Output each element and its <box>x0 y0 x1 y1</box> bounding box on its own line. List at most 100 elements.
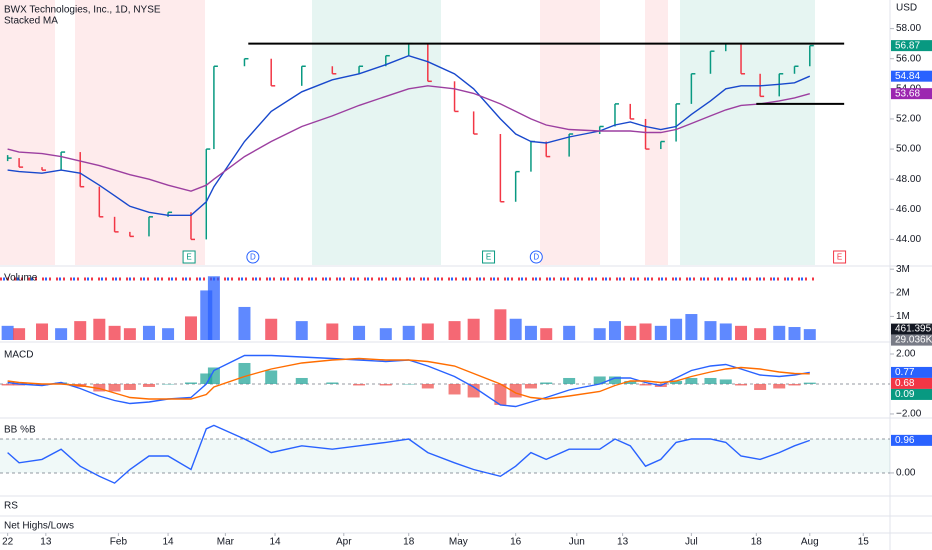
volume-bar <box>74 321 87 340</box>
band-fill <box>0 439 890 473</box>
volume-bar <box>608 321 621 340</box>
x-tick-label: 14 <box>269 537 281 548</box>
y-tick-label: 48.00 <box>896 174 921 185</box>
histogram-bar <box>142 383 155 387</box>
y-tick-label: −2.00 <box>896 409 922 420</box>
price-marker <box>891 70 932 82</box>
pane-title: Volume <box>4 273 38 284</box>
bear-zone <box>75 0 205 265</box>
volume-bar <box>670 318 683 340</box>
histogram-bar <box>184 382 197 384</box>
event-badge <box>482 250 496 264</box>
pane-subtitle: Stacked MA <box>4 16 58 27</box>
volume-bar <box>540 328 553 340</box>
x-tick-label: 18 <box>751 537 763 548</box>
histogram-bar <box>494 383 507 405</box>
session-shading <box>0 0 815 265</box>
histogram-bar <box>238 362 251 384</box>
histogram-bar <box>754 383 767 390</box>
histogram-bar <box>421 383 434 389</box>
volume-bar <box>754 328 767 340</box>
volume-bar <box>93 318 106 340</box>
y-tick-label: 46.00 <box>896 204 921 215</box>
price-marker-label: 461.395K <box>895 324 932 335</box>
price-marker-label: 0.77 <box>895 367 915 378</box>
volume-bar <box>379 328 392 340</box>
volume-bar <box>448 321 461 340</box>
event-badge <box>833 250 847 264</box>
histogram-bar <box>1 383 14 386</box>
histogram-bar <box>162 383 175 385</box>
volume-bar <box>123 328 136 340</box>
pane-title: BWX Technologies, Inc., 1D, NYSE <box>4 5 161 16</box>
bull-zone <box>680 0 815 265</box>
histogram-bar <box>448 383 461 395</box>
volume-bar <box>326 323 339 340</box>
pane-title: BB %B <box>4 425 36 436</box>
histogram-bar <box>624 380 637 384</box>
volume-bar <box>773 325 786 340</box>
price-marker <box>891 377 932 389</box>
histogram-bar <box>524 383 537 389</box>
y-tick-label: 56.00 <box>896 53 921 64</box>
volume-bar <box>509 318 522 340</box>
volume-bar <box>719 323 732 340</box>
histogram-bar <box>379 383 392 386</box>
volume-bar <box>162 328 175 340</box>
histogram-bar <box>608 376 621 384</box>
pane-title: RS <box>4 501 18 512</box>
series-line <box>7 424 811 484</box>
volume-bar <box>13 328 26 340</box>
x-tick-label: 13 <box>617 537 629 548</box>
volume-bar <box>563 325 576 340</box>
event-label: E <box>837 253 842 262</box>
y-tick-label: 58.00 <box>896 23 921 34</box>
volume-bar <box>402 325 415 340</box>
volume-bar <box>467 318 480 340</box>
histogram-bar <box>13 383 26 386</box>
axis-unit: USD <box>896 3 917 14</box>
volume-bar <box>207 276 220 340</box>
volume-bar <box>788 327 801 340</box>
volume-bar <box>524 325 537 340</box>
x-tick-label: 16 <box>510 537 522 548</box>
y-tick-label: 0.00 <box>896 468 916 479</box>
price-marker-label: 0.96 <box>895 435 915 446</box>
volume-bar <box>142 325 155 340</box>
y-tick-label: 2.00 <box>896 349 916 360</box>
histogram-bar <box>563 377 576 384</box>
histogram-bar <box>207 367 220 384</box>
volume-bar <box>1 325 14 340</box>
histogram-bar <box>788 383 801 386</box>
volume-bar <box>295 321 308 340</box>
x-tick-label: Mar <box>217 537 235 548</box>
histogram-bar <box>773 383 786 389</box>
price-marker <box>891 88 932 100</box>
volume-bar <box>353 325 366 340</box>
price-marker-label: 29.036K <box>895 335 932 346</box>
histogram-bar <box>803 382 816 384</box>
histogram-bar <box>265 370 278 384</box>
histogram-bar <box>123 383 136 390</box>
series-line <box>7 54 811 216</box>
histogram-bar <box>295 377 308 384</box>
volume-bar <box>704 321 717 340</box>
histogram-bar <box>36 383 49 386</box>
x-tick-label: Aug <box>801 537 819 548</box>
price-marker <box>891 334 932 346</box>
y-tick-label: 3M <box>896 264 910 275</box>
histogram-bar <box>704 377 717 384</box>
y-tick-label: 44.00 <box>896 234 921 245</box>
event-label: D <box>250 253 256 262</box>
histogram-bar <box>540 382 553 384</box>
series-line <box>7 354 810 408</box>
histogram-bar <box>639 383 652 386</box>
x-tick-label: Jul <box>685 537 698 548</box>
x-tick-label: 15 <box>858 537 870 548</box>
volume-bar <box>265 318 278 340</box>
histogram-bar <box>670 380 683 384</box>
price-marker-label: 0.09 <box>895 389 915 400</box>
event-badge <box>182 250 196 264</box>
series-line <box>7 85 810 192</box>
histogram-bar <box>402 383 415 385</box>
